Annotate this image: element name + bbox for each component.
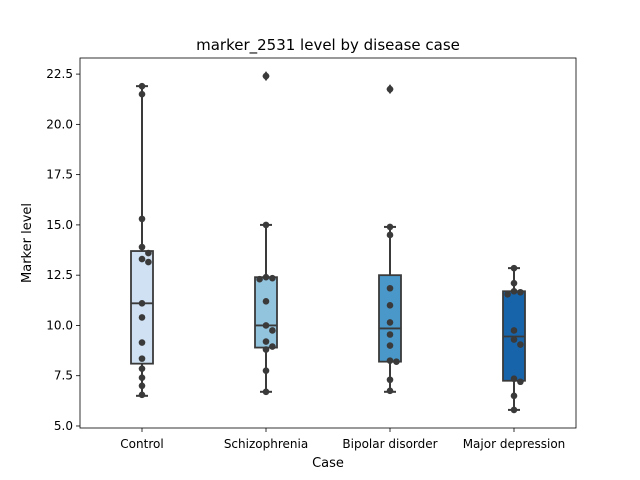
data-point	[262, 388, 270, 396]
x-tick-label: Major depression	[463, 437, 566, 451]
data-point	[269, 274, 276, 282]
data-point	[138, 382, 146, 390]
data-point	[262, 367, 270, 374]
box-group	[130, 85, 154, 397]
y-tick-label: 5.0	[54, 419, 73, 433]
x-tick-label: Schizophrenia	[224, 437, 308, 451]
y-tick-label: 20.0	[46, 117, 73, 131]
data-point	[386, 387, 394, 395]
data-point	[510, 336, 518, 343]
plot-area	[80, 58, 576, 428]
data-point	[517, 378, 524, 386]
y-tick-label: 17.5	[46, 168, 73, 182]
data-point	[510, 375, 518, 383]
data-point	[138, 215, 146, 223]
x-axis-ticks: Control Schizophrenia Bipolar disorder Majo…	[120, 428, 565, 451]
y-tick-label: 22.5	[46, 67, 73, 81]
data-point	[262, 72, 270, 80]
data-point	[262, 322, 270, 329]
y-axis-label: Marker level	[20, 203, 35, 283]
x-tick-label: Bipolar disorder	[342, 437, 437, 451]
data-point	[262, 338, 270, 345]
data-point	[138, 255, 146, 263]
data-point	[510, 406, 518, 414]
data-point	[256, 275, 263, 283]
data-point	[386, 231, 394, 239]
data-point	[386, 376, 394, 384]
y-tick-label: 7.5	[54, 369, 73, 383]
data-point	[504, 290, 511, 298]
data-point	[386, 302, 394, 309]
data-point	[510, 327, 518, 334]
y-axis-ticks: 5.0 7.5 10.0 12.5 15.0 17.5 20.0 22.5	[46, 67, 80, 433]
data-point	[262, 221, 270, 229]
data-point	[386, 223, 394, 231]
y-tick-label: 12.5	[46, 268, 73, 282]
data-point	[393, 358, 400, 365]
data-point	[138, 365, 146, 372]
data-point	[510, 264, 518, 272]
data-point	[145, 258, 152, 266]
data-point	[386, 331, 394, 338]
data-point	[138, 374, 146, 382]
data-point	[138, 300, 146, 307]
data-point	[262, 273, 270, 281]
data-point	[138, 391, 146, 399]
iqr-box	[254, 276, 278, 349]
data-point	[386, 342, 394, 349]
iqr-box	[130, 250, 154, 365]
data-point	[517, 341, 524, 348]
data-point	[262, 346, 270, 353]
data-point	[262, 298, 270, 305]
data-point	[386, 319, 394, 326]
data-point	[269, 343, 276, 350]
data-point	[510, 287, 518, 295]
data-point	[138, 314, 146, 321]
data-point	[386, 357, 394, 364]
points-layer	[138, 72, 524, 414]
y-tick-label: 10.0	[46, 318, 73, 332]
x-axis-label: Case	[312, 456, 344, 471]
data-point	[145, 249, 152, 257]
data-point	[138, 243, 146, 251]
data-point	[269, 327, 276, 334]
data-point	[138, 339, 146, 346]
data-point	[510, 279, 518, 287]
plot-frame	[79, 57, 577, 429]
data-point	[138, 355, 146, 362]
data-point	[386, 85, 394, 93]
data-point	[510, 392, 518, 400]
y-tick-label: 15.0	[46, 218, 73, 232]
chart-title: marker_2531 level by disease case	[196, 36, 460, 55]
x-tick-label: Control	[120, 437, 163, 451]
data-point	[138, 82, 146, 90]
data-point	[138, 90, 146, 98]
data-point	[386, 284, 394, 292]
data-point	[517, 288, 524, 296]
